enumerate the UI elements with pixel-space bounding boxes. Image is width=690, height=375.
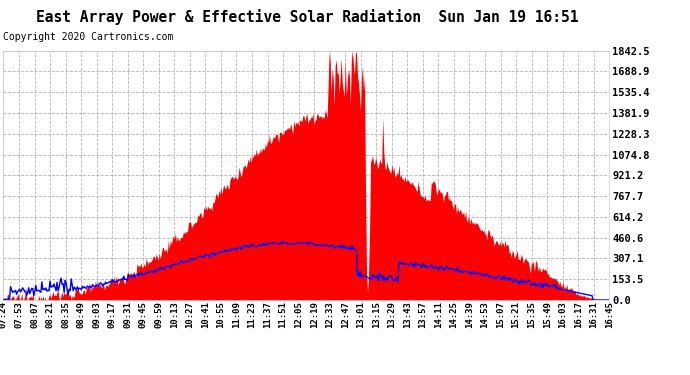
Text: Copyright 2020 Cartronics.com: Copyright 2020 Cartronics.com <box>3 32 174 42</box>
Text: East Array (DC Watts): East Array (DC Watts) <box>489 25 612 35</box>
Text: East Array Power & Effective Solar Radiation  Sun Jan 19 16:51: East Array Power & Effective Solar Radia… <box>36 9 578 26</box>
Text: Radiation (Effective w/m2): Radiation (Effective w/m2) <box>313 25 466 35</box>
